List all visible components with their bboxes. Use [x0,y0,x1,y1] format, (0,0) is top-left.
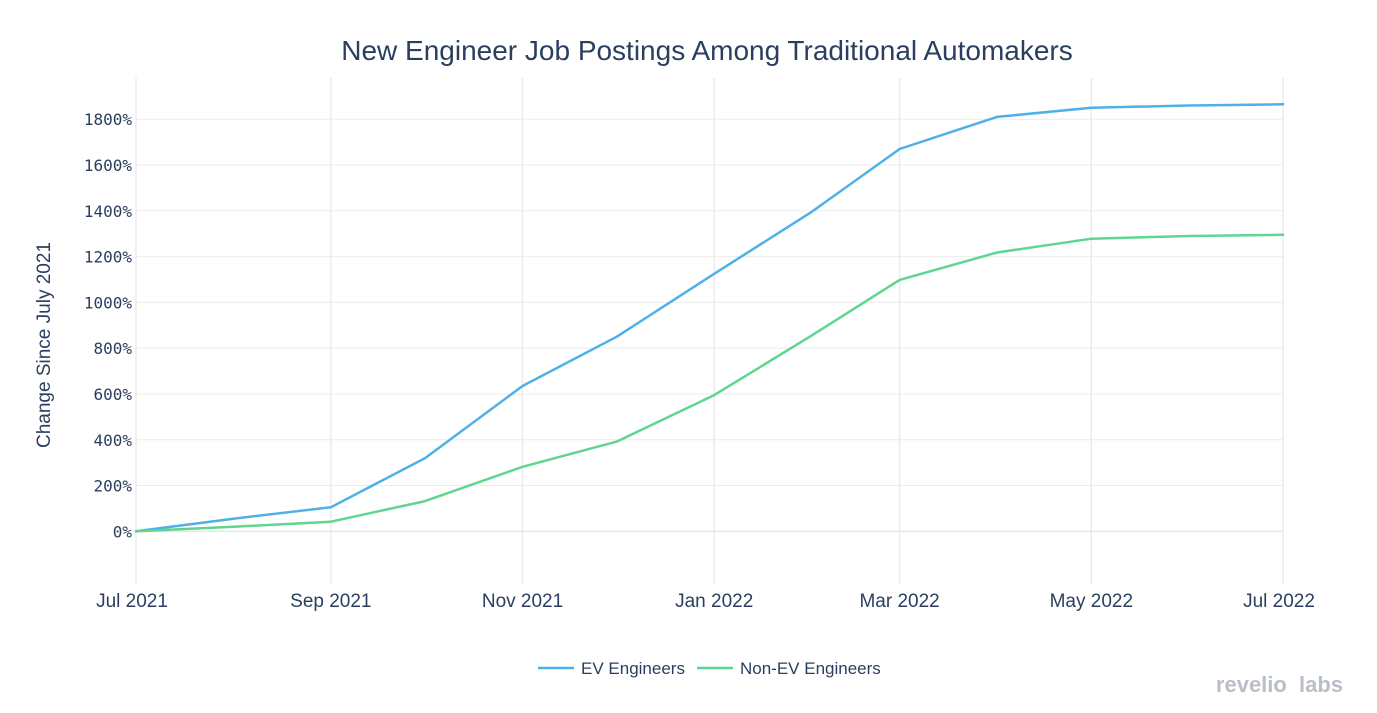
chart-title: New Engineer Job Postings Among Traditio… [341,35,1073,66]
y-tick-label-8: 1600% [84,156,133,175]
x-tick-label-4: Mar 2022 [859,591,939,612]
x-tick-label-1: Sep 2021 [290,591,371,612]
y-tick-label-1: 200% [93,477,132,496]
y-tick-label-2: 400% [93,431,132,450]
y-tick-label-9: 1800% [84,110,133,129]
y-gridlines [136,118,1283,533]
y-tick-label-6: 1200% [84,248,133,267]
x-tick-label-0: Jul 2021 [96,591,168,612]
series-lines [134,103,1285,533]
series-line-1 [134,233,1285,533]
legend: EV Engineers Non-EV Engineers [538,659,881,678]
x-gridlines [135,78,1284,584]
y-axis-label: Change Since July 2021 [34,242,55,448]
y-tick-label-7: 1400% [84,202,133,221]
watermark-part-b: labs [1299,672,1343,697]
watermark-part-a: revelio [1216,672,1287,697]
y-tick-label-5: 1000% [84,293,133,312]
revelio-labs-watermark: revelio labs [1216,672,1343,697]
y-axis-ticks: 0% 200% 400% 600% 800% 1000% 1200% 1400% 1600% 18… [84,110,133,541]
series-line-0 [134,103,1285,533]
legend-label-0: EV Engineers [581,659,685,678]
y-tick-label-4: 800% [93,339,132,358]
y-tick-label-3: 600% [93,385,132,404]
y-tick-label-0: 0% [113,522,133,541]
x-tick-label-6: Jul 2022 [1243,591,1315,612]
x-tick-label-5: May 2022 [1050,591,1133,612]
legend-label-1: Non-EV Engineers [740,659,881,678]
x-tick-label-3: Jan 2022 [675,591,753,612]
x-tick-label-2: Nov 2021 [482,591,563,612]
x-axis-ticks: Jul 2021 Sep 2021 Nov 2021 Jan 2022 Mar 2022… [96,591,1315,612]
